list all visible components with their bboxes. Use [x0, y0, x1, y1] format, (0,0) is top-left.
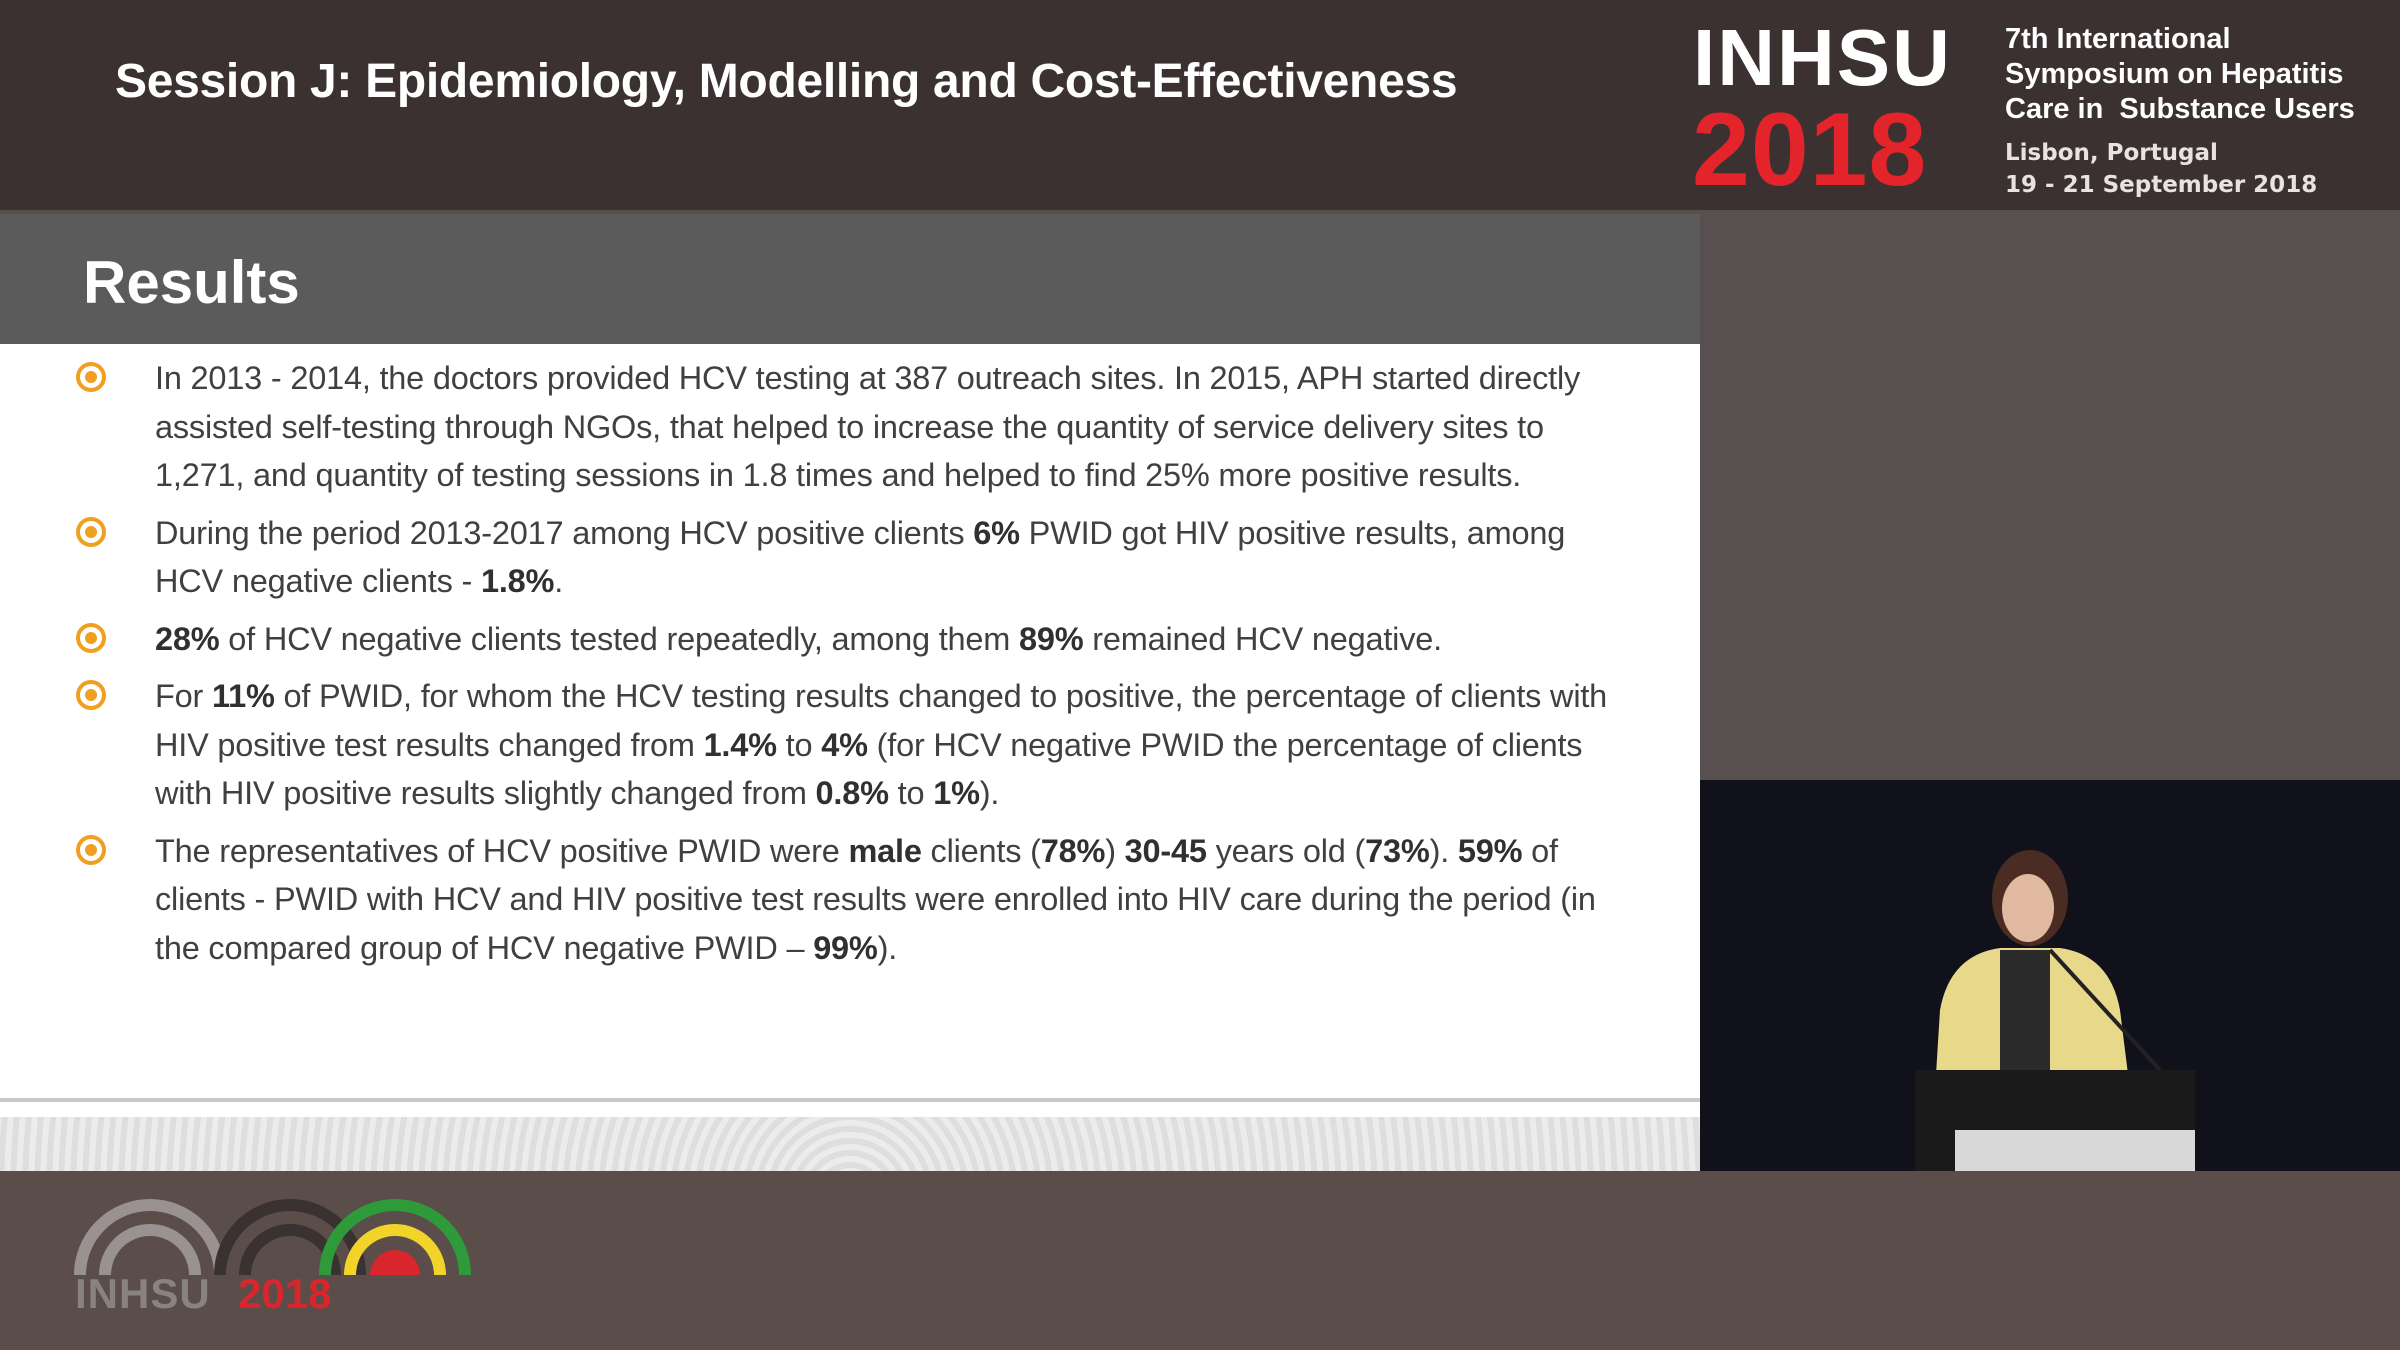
text: In 2013 - 2014, the doctors provided HCV… [155, 360, 1581, 493]
event-place: Lisbon, Portugal 19 - 21 September 2018 [2005, 137, 2317, 201]
arc [99, 1224, 201, 1275]
bold-text: 28% [155, 620, 220, 657]
text: ). [877, 929, 898, 966]
slide: Results In 2013 - 2014, the doctors prov… [0, 214, 1700, 1171]
bold-text: 6% [973, 514, 1020, 551]
speaker-video [1700, 780, 2400, 1171]
text: of PWID, for whom the HCV testing result… [155, 678, 1608, 763]
podium-sign [1955, 1130, 2195, 1171]
text: years old ( [1206, 832, 1366, 869]
footer-logo-name: INHSU [75, 1270, 211, 1317]
bullet-icon [76, 834, 106, 865]
bullet-icon [76, 680, 106, 710]
logo-year: 2018 [1692, 92, 1928, 208]
bold-text: 11% [211, 678, 275, 714]
event-line: Symposium on Hepatitis [2005, 58, 2344, 90]
bold-text: 1% [933, 775, 980, 811]
bullet: During the period 2013-2017 among HCV po… [0, 509, 1640, 606]
microphone [2048, 948, 2162, 1072]
slide-title-bar [0, 214, 1700, 344]
speaker-scene [1700, 780, 2400, 1171]
footer-logo-year: 2018 [238, 1270, 332, 1317]
text: remained HCV negative. [1083, 620, 1442, 657]
bullet-list: In 2013 - 2014, the doctors provided HCV… [0, 354, 1640, 981]
bold-text: 99% [813, 929, 878, 966]
bold-text: 30-45 [1124, 832, 1207, 869]
slide-title: Results [83, 249, 300, 316]
bold-text: 89% [1019, 620, 1084, 657]
bullet-icon [76, 362, 106, 392]
bullet-icon [76, 516, 106, 547]
arc [214, 1199, 366, 1275]
location: Lisbon, Portugal [2005, 140, 2218, 166]
text: (for HCV negative PWID the percentage of… [155, 726, 1583, 812]
bold-text: 1.8% [480, 563, 555, 599]
arc [74, 1199, 226, 1275]
text: ). [979, 775, 1000, 811]
text: of clients - PWID with HCV and HIV posit… [155, 832, 1596, 966]
event-line: 7th International [2005, 23, 2231, 55]
event-name: 7th International Symposium on Hepatitis C… [2005, 22, 2355, 127]
bullet: The representatives of HCV positive PWID… [0, 827, 1640, 973]
bullet: For 11% of PWID, for whom the HCV testin… [0, 672, 1640, 818]
session-title: Session J: Epidemiology, Modelling and C… [115, 55, 1458, 108]
shirt [2000, 950, 2050, 1070]
text: ). [1429, 832, 1458, 869]
arc-center [370, 1250, 420, 1275]
event-line: Care in Substance Users [2005, 93, 2355, 125]
bold-text: 0.8% [815, 775, 889, 811]
footer-logo-arcs [74, 1199, 471, 1275]
logo-name: INHSU [1693, 13, 1952, 102]
bold-text: 78% [1040, 832, 1106, 869]
bold-text: male [848, 832, 922, 869]
bullet-icon [76, 622, 106, 653]
bullet: In 2013 - 2014, the doctors provided HCV… [0, 354, 1640, 500]
bullet: 28% of HCV negative clients tested repea… [0, 615, 1640, 664]
text: The representatives of HCV positive PWID… [155, 832, 849, 869]
bold-text: 1.4% [703, 726, 777, 763]
slide-pattern [0, 1117, 1700, 1171]
text: During the period 2013-2017 among HCV po… [155, 514, 974, 551]
bold-text: 59% [1457, 832, 1523, 869]
header-bar [0, 0, 2400, 210]
text: . [554, 563, 564, 599]
arc [319, 1199, 471, 1275]
side-panel [1700, 210, 2400, 780]
text: to [776, 726, 822, 763]
arc [344, 1224, 446, 1275]
text: of HCV negative clients tested repeatedl… [219, 620, 1019, 657]
slide-rule [0, 1098, 1700, 1102]
dates: 19 - 21 September 2018 [2005, 172, 2318, 198]
bold-text: 73% [1365, 832, 1430, 869]
text: For [155, 678, 212, 714]
bold-text: 4% [821, 726, 868, 763]
text: to [888, 775, 934, 811]
face [2002, 874, 2054, 942]
text: clients ( [921, 832, 1041, 869]
text: PWID got HIV positive results, among HCV… [155, 514, 1566, 600]
text: ) [1105, 832, 1125, 869]
